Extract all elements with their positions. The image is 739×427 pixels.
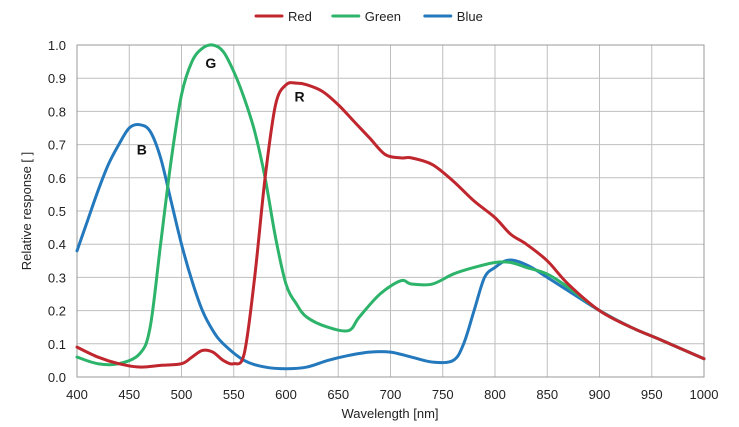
x-tick-label: 1000	[690, 387, 719, 402]
x-tick-label: 650	[327, 387, 349, 402]
y-tick-label: 0.4	[48, 237, 66, 252]
y-tick-label: 0.9	[48, 71, 66, 86]
x-tick-label: 950	[641, 387, 663, 402]
x-tick-label: 450	[118, 387, 140, 402]
legend: Red Green Blue	[254, 9, 483, 24]
x-axis-title: Wavelength [nm]	[341, 406, 438, 421]
legend-label-red: Red	[288, 9, 312, 24]
y-tick-label: 0.7	[48, 138, 66, 153]
x-tick-label: 900	[589, 387, 611, 402]
x-tick-label: 400	[66, 387, 88, 402]
y-tick-label: 0.3	[48, 270, 66, 285]
series-line-blue	[75, 123, 706, 371]
x-tick-label: 700	[380, 387, 402, 402]
grid	[76, 44, 705, 378]
y-tick-label: 0.1	[48, 337, 66, 352]
x-tick-label: 600	[275, 387, 297, 402]
x-tick-label: 500	[171, 387, 193, 402]
y-tick-label: 0.5	[48, 204, 66, 219]
y-tick-label: 0.0	[48, 370, 66, 385]
legend-label-green: Green	[365, 9, 401, 24]
curve-label-r: R	[295, 88, 305, 104]
curve-label-g: G	[205, 55, 216, 71]
y-tick-labels: 0.0 0.1 0.2 0.3 0.4 0.5 0.6 0.7 0.8 0.9 1.0	[48, 38, 66, 385]
y-axis-title: Relative response [ ]	[19, 152, 34, 271]
curve-label-b: B	[137, 142, 147, 158]
x-tick-label: 550	[223, 387, 245, 402]
y-tick-label: 0.6	[48, 171, 66, 186]
x-tick-label: 850	[536, 387, 558, 402]
x-tick-label: 750	[432, 387, 454, 402]
series-line-red	[75, 81, 706, 369]
plot-frame	[76, 44, 705, 378]
annotations: B G R	[137, 55, 305, 157]
legend-label-blue: Blue	[457, 9, 483, 24]
x-tick-labels: 400 450 500 550 600 650 700 750 800 850 900 950 1000	[66, 387, 718, 402]
series-line-green	[75, 43, 706, 367]
y-tick-label: 0.2	[48, 304, 66, 319]
series-layer	[75, 43, 706, 371]
y-tick-label: 0.8	[48, 104, 66, 119]
y-tick-label: 1.0	[48, 38, 66, 53]
x-tick-label: 800	[484, 387, 506, 402]
